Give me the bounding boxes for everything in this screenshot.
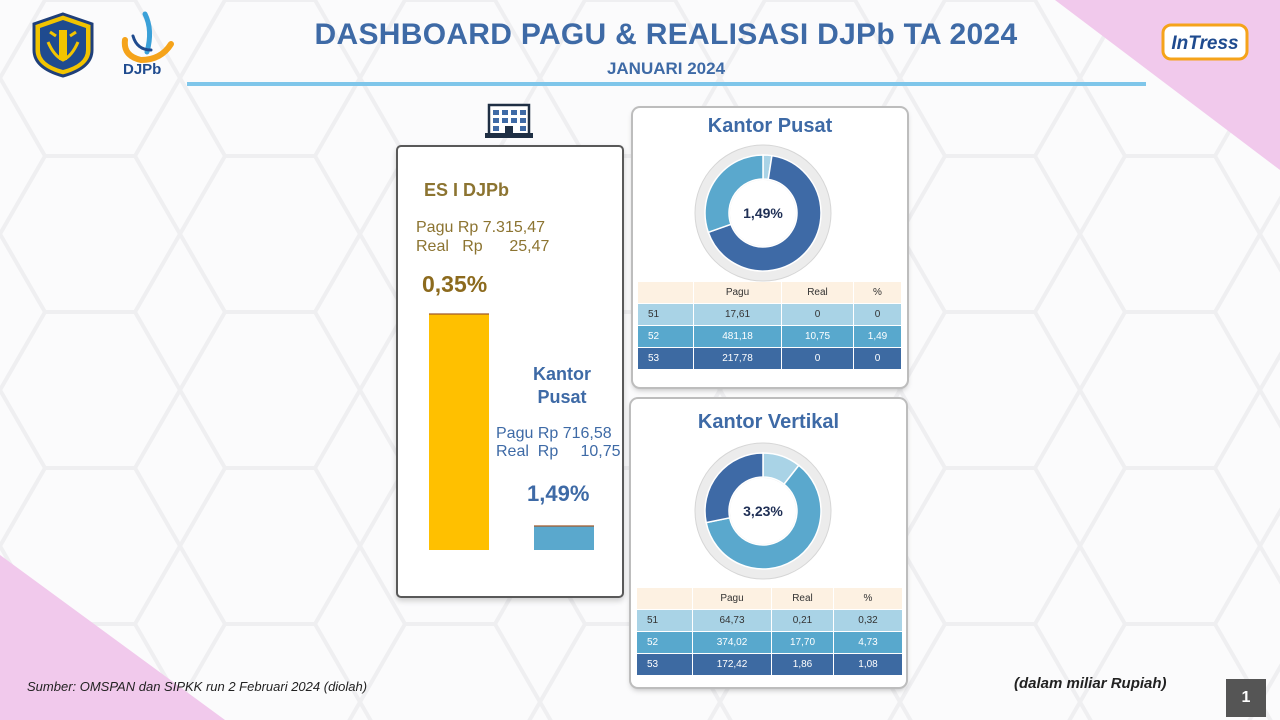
table-header-cell: Real [772,588,834,610]
table-cell: 51 [637,610,693,632]
table-cell: 0,21 [772,610,834,632]
donut-center-label: 3,23% [743,503,783,519]
bar-es-i-djpb [429,314,489,550]
table-cell: 17,61 [694,304,782,326]
table-header-row: Pagu Real % [638,282,902,304]
kantor-vertikal-table: Pagu Real % 51 64,73 0,21 0,32 52 374,02… [637,588,903,676]
table-cell: 0,32 [834,610,903,632]
table-header-cell [637,588,693,610]
table-cell: 481,18 [694,326,782,348]
donut-center-label: 1,49% [743,205,783,221]
table-cell: 52 [638,326,694,348]
title-divider [187,82,1146,86]
table-cell: 52 [637,632,693,654]
kp-summary-title: Kantor Pusat [516,363,608,409]
table-cell: 51 [638,304,694,326]
djpb-logo-icon [121,11,174,64]
es-title: ES I DJPb [424,180,510,200]
table-cell: 53 [638,348,694,370]
kemenkeu-logo-icon [32,12,94,78]
table-header-cell [638,282,694,304]
donut-slice-53 [704,154,764,234]
table-cell: 0 [854,304,902,326]
table-cell: 0 [782,348,854,370]
table-header-row: Pagu Real % [637,588,903,610]
table-cell: 374,02 [693,632,772,654]
table-row: 51 17,61 0 0 [638,304,902,326]
source-note: Sumber: OMSPAN dan SIPKK run 2 Februari … [27,679,368,694]
table-header-cell: % [854,282,902,304]
table-cell: 1,49 [854,326,902,348]
realization-bar-chart [429,313,594,550]
building-icon [485,103,533,138]
kp-title-line1: Kantor [533,364,591,384]
page-subtitle: JANUARI 2024 [606,59,726,78]
intress-logo-icon: InTress [1161,23,1249,61]
kantor-pusat-card: Kantor Pusat 1,49% Pagu Real % 51 17,61 … [633,108,907,387]
djpb-logo-text: DJPb [123,61,162,78]
table-cell: 1,08 [834,654,903,676]
bar-kantor-pusat [534,526,594,550]
table-row: 52 374,02 17,70 4,73 [637,632,903,654]
es-pagu: Pagu Rp 7.315,47 [416,219,545,236]
table-cell: 217,78 [694,348,782,370]
es-real: Real Rp 25,47 [416,238,550,255]
table-cell: 4,73 [834,632,903,654]
unit-note: (dalam miliar Rupiah) [1014,675,1167,692]
table-row: 51 64,73 0,21 0,32 [637,610,903,632]
intress-logo-text: InTress [1171,33,1238,54]
kantor-vertikal-card: Kantor Vertikal 3,23% Pagu Real % 51 64,… [631,399,906,687]
es-percent: 0,35% [422,271,488,297]
kantor-vertikal-donut: 3,23% [694,442,832,580]
table-row: 52 481,18 10,75 1,49 [638,326,902,348]
table-row: 53 172,42 1,86 1,08 [637,654,903,676]
kp-real: Real Rp 10,75 [496,443,621,460]
table-header-cell: Real [782,282,854,304]
table-cell: 64,73 [693,610,772,632]
table-header-cell: Pagu [693,588,772,610]
table-header-cell: % [834,588,903,610]
page-number: 1 [1226,679,1266,717]
table-row: 53 217,78 0 0 [638,348,902,370]
table-cell: 0 [782,304,854,326]
table-cell: 10,75 [782,326,854,348]
donut-hole [730,478,796,544]
donut-slice-52 [705,464,822,570]
donut-hole [730,180,796,246]
kp-pagu: Pagu Rp 716,58 [496,425,612,442]
page-title: DASHBOARD PAGU & REALISASI DJPb TA 2024 [314,18,1018,51]
table-cell: 53 [637,654,693,676]
donut-slice-53 [704,452,764,524]
table-cell: 17,70 [772,632,834,654]
kantor-pusat-donut: 1,49% [694,144,832,282]
table-cell: 0 [854,348,902,370]
donut-slice-52 [707,154,822,272]
kantor-vertikal-title: Kantor Vertikal [697,411,840,433]
corner-decoration-bottom-left [0,555,225,720]
kantor-pusat-title: Kantor Pusat [707,115,833,137]
kp-percent: 1,49% [527,481,590,506]
kantor-pusat-table: Pagu Real % 51 17,61 0 0 52 481,18 10,75… [638,282,902,370]
kp-title-line2: Pusat [537,387,587,407]
table-header-cell: Pagu [694,282,782,304]
table-cell: 172,42 [693,654,772,676]
table-cell: 1,86 [772,654,834,676]
